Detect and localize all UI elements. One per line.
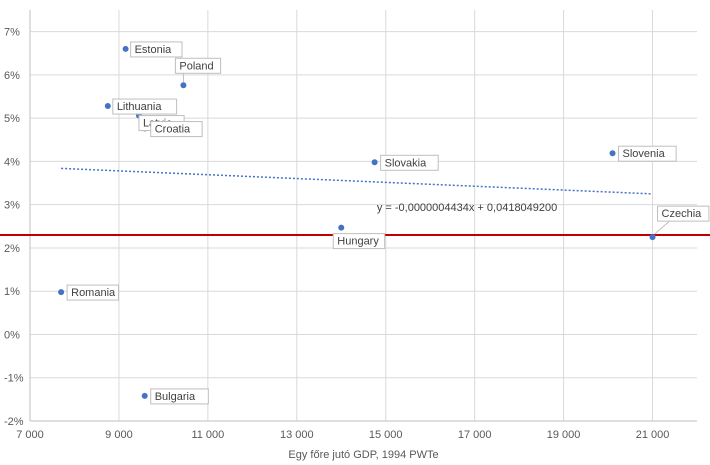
axes <box>29 10 697 422</box>
point-label-group: Estonia <box>130 41 183 58</box>
point-label-group: Hungary <box>332 233 386 250</box>
data-point <box>58 289 65 296</box>
y-tick-label: 3% <box>4 200 20 212</box>
data-point <box>104 103 111 110</box>
point-label-box <box>66 284 120 301</box>
point-label-group: Slovakia <box>380 154 439 171</box>
point-label: Slovakia <box>385 157 427 169</box>
y-tick-label: -1% <box>4 373 24 385</box>
point-label-group: Czechia <box>654 205 710 235</box>
point-label-group: Romania <box>66 284 120 301</box>
point-label-group: Croatia <box>150 121 203 138</box>
point-label: Estonia <box>135 44 173 56</box>
point-label: Hungary <box>337 236 379 248</box>
y-tick-label: 2% <box>4 243 20 255</box>
point-label-group: Poland <box>174 57 222 83</box>
y-tick-label: 4% <box>4 156 20 168</box>
data-point <box>649 234 656 241</box>
x-tick-labels: 7 000 9 000 11 000 13 000 15 000 17 000 19 000… <box>16 429 669 441</box>
x-tick-label: 9 000 <box>105 429 133 441</box>
data-point <box>371 159 378 166</box>
y-gridlines <box>30 31 697 379</box>
point-label: Bulgaria <box>155 391 196 403</box>
y-tick-label: 6% <box>4 70 20 82</box>
data-point <box>180 82 187 89</box>
point-label-box <box>112 98 178 115</box>
point-label: Romania <box>71 287 116 299</box>
x-tick-label: 13 000 <box>280 429 314 441</box>
point-label-box <box>332 233 386 250</box>
point-label: Czechia <box>662 208 703 220</box>
y-tick-label: 1% <box>4 286 20 298</box>
x-tick-label: 17 000 <box>458 429 492 441</box>
x-tick-label: 21 000 <box>636 429 670 441</box>
x-tick-label: 11 000 <box>191 429 224 441</box>
point-label-box <box>618 145 677 162</box>
point-label-box <box>150 121 203 138</box>
x-tick-label: 19 000 <box>547 429 581 441</box>
trendline <box>61 167 653 195</box>
y-tick-labels: -2% -1% 0% 1% 2% 3% 4% 5% 6% 7% <box>4 27 24 428</box>
point-label-box <box>150 388 209 405</box>
x-axis-title: Egy főre jutó GDP, 1994 PWTe <box>288 449 438 461</box>
y-tick-label: -2% <box>4 416 24 428</box>
point-labels: LatviaEstoniaPolandLithuaniaCroatiaSlova… <box>66 41 710 405</box>
point-label-group: Bulgaria <box>150 388 209 405</box>
trendline-group: y = -0,0000004434x + 0,0418049200 <box>61 167 653 214</box>
point-label-box <box>174 57 222 74</box>
leader-line <box>654 220 670 235</box>
data-point <box>609 150 616 157</box>
y-tick-label: 5% <box>4 113 20 125</box>
x-tick-label: 7 000 <box>16 429 44 441</box>
trendline-equation: y = -0,0000004434x + 0,0418049200 <box>377 202 557 214</box>
point-label-box <box>130 41 183 58</box>
x-gridlines <box>118 10 654 421</box>
data-point <box>141 392 148 399</box>
point-label-group: Lithuania <box>112 98 178 115</box>
data-point <box>338 224 345 231</box>
point-label-box <box>657 205 710 222</box>
y-tick-label: 0% <box>4 329 20 341</box>
point-label: Croatia <box>155 124 191 136</box>
point-label: Slovenia <box>623 148 666 160</box>
x-tick-label: 15 000 <box>369 429 403 441</box>
point-label: Poland <box>179 60 213 72</box>
data-point <box>122 45 129 52</box>
point-label-group: Slovenia <box>618 145 677 162</box>
point-label: Lithuania <box>117 101 163 113</box>
y-tick-label: 7% <box>4 27 20 39</box>
point-label-box <box>380 154 439 171</box>
